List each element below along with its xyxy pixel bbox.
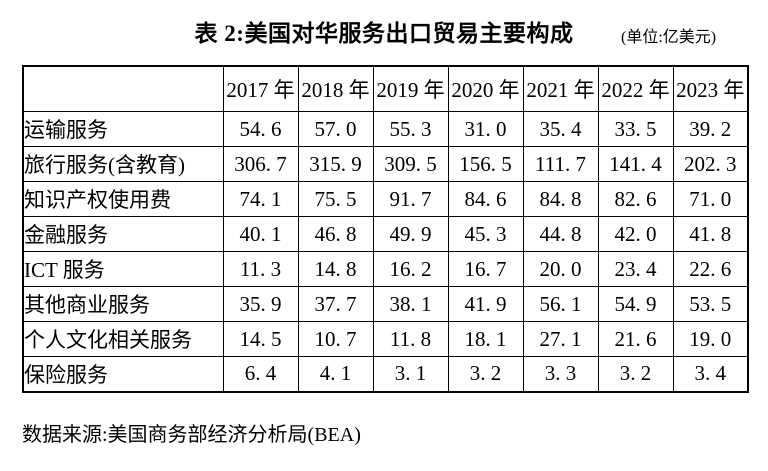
value-cell: 11. 8 <box>372 321 449 357</box>
value-cell: 40. 1 <box>222 216 299 252</box>
value-cell: 37. 7 <box>297 286 374 322</box>
value-cell: 19. 0 <box>672 321 749 357</box>
value-cell: 315. 9 <box>297 146 374 182</box>
unit-note: (单位:亿美元) <box>621 29 717 46</box>
value-cell: 141. 4 <box>597 146 674 182</box>
table-row: 知识产权使用费 74. 1 75. 5 91. 7 84. 6 84. 8 82. 6 71.… <box>22 181 749 217</box>
data-source-note: 数据来源:美国商务部经济分析局(BEA) <box>22 424 361 446</box>
value-cell: 23. 4 <box>597 251 674 287</box>
year-header-2020: 2020 年 <box>447 65 524 112</box>
row-label: 金融服务 <box>22 216 224 252</box>
value-cell: 156. 5 <box>447 146 524 182</box>
value-cell: 35. 9 <box>222 286 299 322</box>
value-cell: 54. 9 <box>597 286 674 322</box>
table-row: ICT 服务 11. 3 14. 8 16. 2 16. 7 20. 0 23. 4 22. … <box>22 251 749 287</box>
value-cell: 54. 6 <box>222 111 299 147</box>
row-label: 保险服务 <box>22 356 224 392</box>
row-label: ICT 服务 <box>22 251 224 287</box>
value-cell: 33. 5 <box>597 111 674 147</box>
value-cell: 44. 8 <box>522 216 599 252</box>
table-row: 金融服务 40. 1 46. 8 49. 9 45. 3 44. 8 42. 0 41. 8 <box>22 216 749 252</box>
year-header-2021: 2021 年 <box>522 65 599 112</box>
value-cell: 84. 8 <box>522 181 599 217</box>
value-cell: 11. 3 <box>222 251 299 287</box>
export-composition-table: 2017 年 2018 年 2019 年 2020 年 2021 年 2022 年 2023… <box>22 65 749 393</box>
value-cell: 16. 2 <box>372 251 449 287</box>
row-label: 个人文化相关服务 <box>22 321 224 357</box>
value-cell: 16. 7 <box>447 251 524 287</box>
year-header-2022: 2022 年 <box>597 65 674 112</box>
value-cell: 3. 3 <box>522 356 599 392</box>
table-row: 运输服务 54. 6 57. 0 55. 3 31. 0 35. 4 33. 5 39. 2 <box>22 111 749 147</box>
value-cell: 3. 2 <box>597 356 674 392</box>
year-header-2017: 2017 年 <box>222 65 299 112</box>
row-label: 其他商业服务 <box>22 286 224 322</box>
value-cell: 41. 8 <box>672 216 749 252</box>
value-cell: 55. 3 <box>372 111 449 147</box>
value-cell: 56. 1 <box>522 286 599 322</box>
value-cell: 31. 0 <box>447 111 524 147</box>
value-cell: 306. 7 <box>222 146 299 182</box>
value-cell: 14. 8 <box>297 251 374 287</box>
value-cell: 3. 1 <box>372 356 449 392</box>
value-cell: 75. 5 <box>297 181 374 217</box>
table-row: 其他商业服务 35. 9 37. 7 38. 1 41. 9 56. 1 54. 9 53. … <box>22 286 749 322</box>
year-header-2019: 2019 年 <box>372 65 449 112</box>
value-cell: 57. 0 <box>297 111 374 147</box>
value-cell: 84. 6 <box>447 181 524 217</box>
value-cell: 39. 2 <box>672 111 749 147</box>
value-cell: 53. 5 <box>672 286 749 322</box>
value-cell: 42. 0 <box>597 216 674 252</box>
value-cell: 309. 5 <box>372 146 449 182</box>
table-row: 个人文化相关服务 14. 5 10. 7 11. 8 18. 1 27. 1 21. 6 19… <box>22 321 749 357</box>
value-cell: 14. 5 <box>222 321 299 357</box>
value-cell: 71. 0 <box>672 181 749 217</box>
value-cell: 38. 1 <box>372 286 449 322</box>
value-cell: 18. 1 <box>447 321 524 357</box>
row-label: 知识产权使用费 <box>22 181 224 217</box>
value-cell: 49. 9 <box>372 216 449 252</box>
value-cell: 74. 1 <box>222 181 299 217</box>
corner-cell <box>22 65 224 112</box>
value-cell: 22. 6 <box>672 251 749 287</box>
value-cell: 10. 7 <box>297 321 374 357</box>
table-title: 表 2:美国对华服务出口贸易主要构成 <box>194 21 574 46</box>
year-header-2023: 2023 年 <box>672 65 749 112</box>
value-cell: 3. 4 <box>672 356 749 392</box>
row-label: 运输服务 <box>22 111 224 147</box>
value-cell: 202. 3 <box>672 146 749 182</box>
table-header-row: 2017 年 2018 年 2019 年 2020 年 2021 年 2022 年 2023… <box>22 65 749 112</box>
value-cell: 4. 1 <box>297 356 374 392</box>
value-cell: 41. 9 <box>447 286 524 322</box>
value-cell: 82. 6 <box>597 181 674 217</box>
value-cell: 21. 6 <box>597 321 674 357</box>
value-cell: 27. 1 <box>522 321 599 357</box>
value-cell: 91. 7 <box>372 181 449 217</box>
year-header-2018: 2018 年 <box>297 65 374 112</box>
value-cell: 6. 4 <box>222 356 299 392</box>
value-cell: 3. 2 <box>447 356 524 392</box>
value-cell: 46. 8 <box>297 216 374 252</box>
value-cell: 35. 4 <box>522 111 599 147</box>
table-row: 保险服务 6. 4 4. 1 3. 1 3. 2 3. 3 3. 2 3. 4 <box>22 356 749 392</box>
value-cell: 20. 0 <box>522 251 599 287</box>
value-cell: 45. 3 <box>447 216 524 252</box>
row-label: 旅行服务(含教育) <box>22 146 224 182</box>
value-cell: 111. 7 <box>522 146 599 182</box>
